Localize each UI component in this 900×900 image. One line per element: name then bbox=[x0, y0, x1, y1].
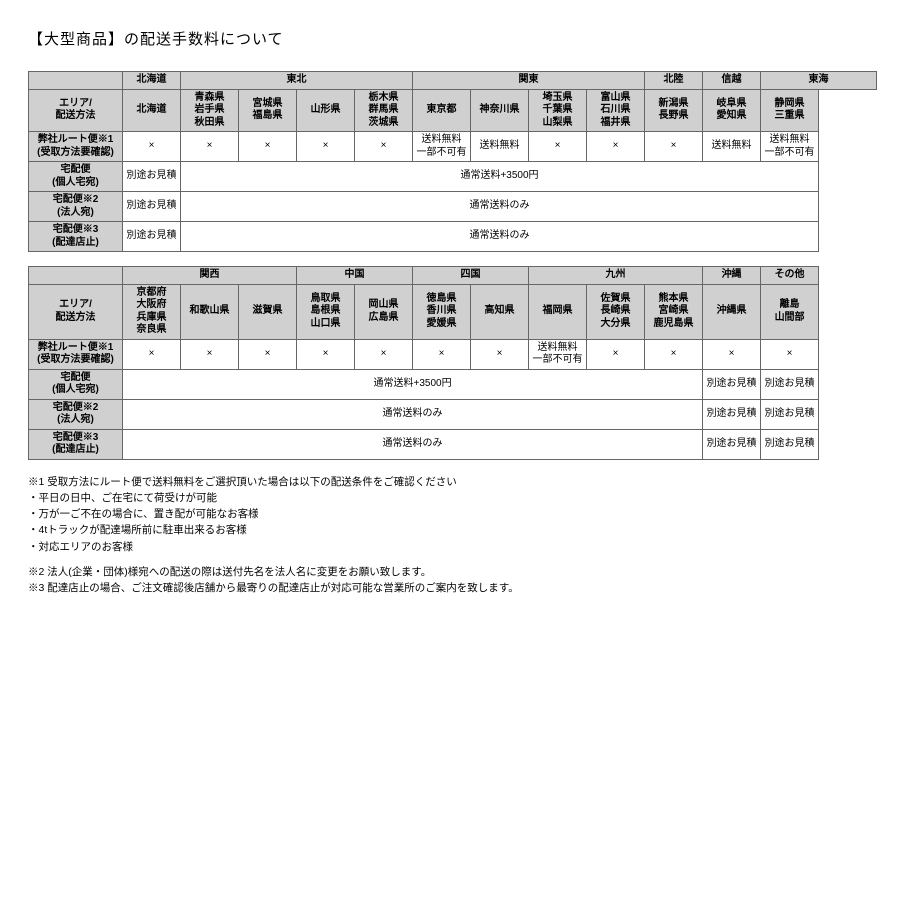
table-cell: 通常送料+3500円 bbox=[123, 369, 703, 399]
table-cell: × bbox=[181, 132, 239, 162]
region-header: 北陸 bbox=[645, 72, 703, 90]
region-header: 沖縄 bbox=[703, 267, 761, 285]
shipping-table-2: 関西中国四国九州沖縄その他エリア/配送方法京都府大阪府兵庫県奈良県和歌山県滋賀県… bbox=[28, 266, 877, 460]
area-header: 高知県 bbox=[471, 284, 529, 339]
table-cell: × bbox=[645, 339, 703, 369]
area-header: 新潟県長野県 bbox=[645, 89, 703, 132]
table-cell: 送料無料 bbox=[703, 132, 761, 162]
table-cell: 別途お見積 bbox=[761, 399, 819, 429]
region-header: 東海 bbox=[761, 72, 877, 90]
area-header: 熊本県宮崎県鹿児島県 bbox=[645, 284, 703, 339]
region-header: 関西 bbox=[123, 267, 297, 285]
area-header: 鳥取県島根県山口県 bbox=[297, 284, 355, 339]
row-label: 宅配便※3(配達店止) bbox=[29, 429, 123, 459]
table-cell: 別途お見積 bbox=[123, 222, 181, 252]
table-cell: × bbox=[297, 339, 355, 369]
row-label: 宅配便※2(法人宛) bbox=[29, 192, 123, 222]
row-label: 宅配便(個人宅宛) bbox=[29, 162, 123, 192]
table-cell: 別途お見積 bbox=[703, 369, 761, 399]
region-header: その他 bbox=[761, 267, 819, 285]
page-title: 【大型商品】の配送手数料について bbox=[28, 28, 872, 49]
area-header: 沖縄県 bbox=[703, 284, 761, 339]
table-cell: × bbox=[297, 132, 355, 162]
table-cell: × bbox=[355, 132, 413, 162]
table-cell: × bbox=[123, 132, 181, 162]
region-header: 北海道 bbox=[123, 72, 181, 90]
table-cell: 送料無料一部不可有 bbox=[529, 339, 587, 369]
footnote-line: ・4tトラックが配達場所前に駐車出来るお客様 bbox=[28, 522, 872, 538]
table-cell: × bbox=[471, 339, 529, 369]
area-header: 栃木県群馬県茨城県 bbox=[355, 89, 413, 132]
area-header: 離島山間部 bbox=[761, 284, 819, 339]
table-corner-label: エリア/配送方法 bbox=[29, 284, 123, 339]
footnote-line: ・万が一ご不在の場合に、置き配が可能なお客様 bbox=[28, 506, 872, 522]
table-cell: × bbox=[645, 132, 703, 162]
row-label: 宅配便(個人宅宛) bbox=[29, 369, 123, 399]
table-cell: 通常送料+3500円 bbox=[181, 162, 819, 192]
area-header: 和歌山県 bbox=[181, 284, 239, 339]
table-cell: 送料無料 bbox=[471, 132, 529, 162]
area-header: 神奈川県 bbox=[471, 89, 529, 132]
area-header: 埼玉県千葉県山梨県 bbox=[529, 89, 587, 132]
area-header: 岡山県広島県 bbox=[355, 284, 413, 339]
area-header: 東京都 bbox=[413, 89, 471, 132]
row-label: 宅配便※3(配達店止) bbox=[29, 222, 123, 252]
region-header: 四国 bbox=[413, 267, 529, 285]
table-cell: 別途お見積 bbox=[761, 429, 819, 459]
region-header: 関東 bbox=[413, 72, 645, 90]
area-header: 山形県 bbox=[297, 89, 355, 132]
table-cell: 通常送料のみ bbox=[181, 192, 819, 222]
area-header: 宮城県福島県 bbox=[239, 89, 297, 132]
area-header: 青森県岩手県秋田県 bbox=[181, 89, 239, 132]
footnotes: ※1 受取方法にルート便で送料無料をご選択頂いた場合は以下の配送条件をご確認くだ… bbox=[28, 474, 872, 597]
table-cell: × bbox=[587, 339, 645, 369]
table-cell: × bbox=[413, 339, 471, 369]
table-cell: × bbox=[123, 339, 181, 369]
table-cell: 別途お見積 bbox=[761, 369, 819, 399]
region-header: 信越 bbox=[703, 72, 761, 90]
table-cell: × bbox=[703, 339, 761, 369]
area-header: 岐阜県愛知県 bbox=[703, 89, 761, 132]
region-header: 九州 bbox=[529, 267, 703, 285]
footnote-line: ※3 配達店止の場合、ご注文確認後店舗から最寄りの配達店止が対応可能な営業所のご… bbox=[28, 580, 872, 596]
table-cell: × bbox=[181, 339, 239, 369]
table-corner-blank bbox=[29, 72, 123, 90]
table-cell: 別途お見積 bbox=[123, 162, 181, 192]
table-cell: × bbox=[761, 339, 819, 369]
table-cell: × bbox=[587, 132, 645, 162]
table-corner-blank bbox=[29, 267, 123, 285]
area-header: 京都府大阪府兵庫県奈良県 bbox=[123, 284, 181, 339]
area-header: 福岡県 bbox=[529, 284, 587, 339]
table-cell: 別途お見積 bbox=[703, 429, 761, 459]
table-cell: 通常送料のみ bbox=[123, 399, 703, 429]
area-header: 滋賀県 bbox=[239, 284, 297, 339]
area-header: 佐賀県長崎県大分県 bbox=[587, 284, 645, 339]
footnote-line: ※1 受取方法にルート便で送料無料をご選択頂いた場合は以下の配送条件をご確認くだ… bbox=[28, 474, 872, 490]
area-header: 北海道 bbox=[123, 89, 181, 132]
table-cell: 送料無料一部不可有 bbox=[413, 132, 471, 162]
table-cell: 通常送料のみ bbox=[181, 222, 819, 252]
footnote-line: ・対応エリアのお客様 bbox=[28, 539, 872, 555]
region-header: 東北 bbox=[181, 72, 413, 90]
table-corner-label: エリア/配送方法 bbox=[29, 89, 123, 132]
row-label: 弊社ルート便※1(受取方法要確認) bbox=[29, 132, 123, 162]
table-cell: 送料無料一部不可有 bbox=[761, 132, 819, 162]
row-label: 宅配便※2(法人宛) bbox=[29, 399, 123, 429]
table-cell: 通常送料のみ bbox=[123, 429, 703, 459]
area-header: 徳島県香川県愛媛県 bbox=[413, 284, 471, 339]
table-cell: 別途お見積 bbox=[703, 399, 761, 429]
table-cell: × bbox=[239, 132, 297, 162]
area-header: 静岡県三重県 bbox=[761, 89, 819, 132]
footnote-line: ・平日の日中、ご在宅にて荷受けが可能 bbox=[28, 490, 872, 506]
table-cell: × bbox=[239, 339, 297, 369]
shipping-table-1: 北海道東北関東北陸信越東海エリア/配送方法北海道青森県岩手県秋田県宮城県福島県山… bbox=[28, 71, 877, 252]
table-cell: × bbox=[355, 339, 413, 369]
area-header: 富山県石川県福井県 bbox=[587, 89, 645, 132]
footnote-line: ※2 法人(企業・団体)様宛への配送の際は送付先名を法人名に変更をお願い致します… bbox=[28, 564, 872, 580]
table-cell: × bbox=[529, 132, 587, 162]
region-header: 中国 bbox=[297, 267, 413, 285]
table-cell: 別途お見積 bbox=[123, 192, 181, 222]
row-label: 弊社ルート便※1(受取方法要確認) bbox=[29, 339, 123, 369]
